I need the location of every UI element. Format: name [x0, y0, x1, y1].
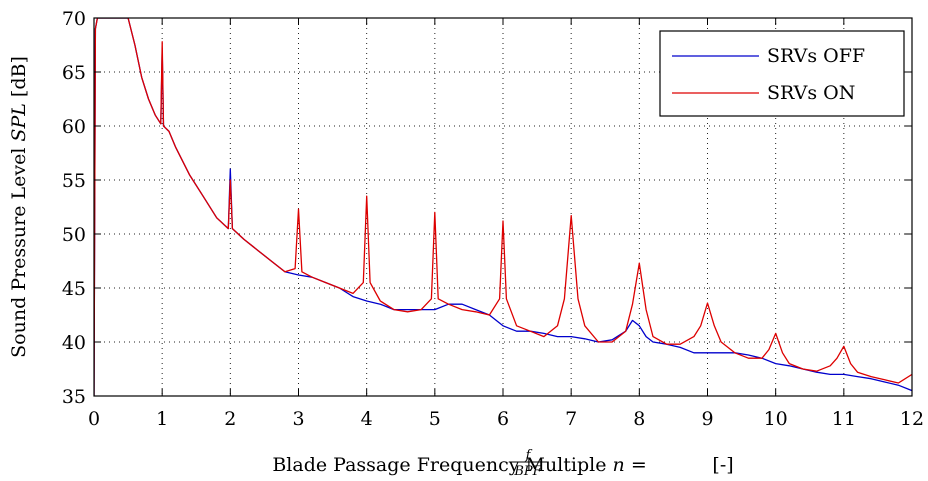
x-tick-label: 12	[900, 408, 924, 430]
x-tick-label: 11	[832, 408, 856, 430]
fraction-denominator: BPF	[513, 464, 542, 479]
y-tick-label: 50	[62, 224, 86, 246]
x-tick-label: 2	[224, 408, 236, 430]
y-axis-label: Sound Pressure Level SPL [dB]	[8, 56, 30, 358]
x-tick-label: 5	[429, 408, 441, 430]
legend: SRVs OFF SRVs ON	[659, 30, 905, 117]
x-tick-label: 0	[88, 408, 100, 430]
x-tick-labels: 0 1 2 3 4 5 6 7 8 9 10 11 12	[88, 408, 924, 430]
legend-label-srvs-off: SRVs OFF	[767, 45, 865, 67]
y-tick-labels: 35 40 45 50 55 60 65 70	[62, 8, 86, 408]
series-line-srvs-on	[94, 18, 912, 396]
x-tick-label: 3	[292, 408, 304, 430]
legend-box	[659, 30, 905, 117]
x-tick-label: 9	[701, 408, 713, 430]
y-tick-label: 35	[62, 386, 86, 408]
x-tick-label: 6	[497, 408, 509, 430]
x-tick-label: 1	[156, 408, 168, 430]
series-lines	[94, 18, 912, 396]
fraction-numerator: f	[525, 448, 533, 463]
y-tick-label: 70	[62, 8, 86, 30]
x-axis-label: Blade Passage Frequency Multiple n = xxx…	[272, 454, 733, 476]
x-tick-label: 7	[565, 408, 577, 430]
y-tick-label: 55	[62, 170, 86, 192]
axis-ticks	[93, 17, 913, 397]
y-tick-label: 40	[62, 332, 86, 354]
x-tick-label: 4	[361, 408, 373, 430]
y-tick-label: 65	[62, 62, 86, 84]
x-tick-label: 8	[633, 408, 645, 430]
y-tick-label: 60	[62, 116, 86, 138]
y-tick-label: 45	[62, 278, 86, 300]
x-tick-label: 10	[764, 408, 788, 430]
legend-label-srvs-on: SRVs ON	[767, 82, 855, 104]
